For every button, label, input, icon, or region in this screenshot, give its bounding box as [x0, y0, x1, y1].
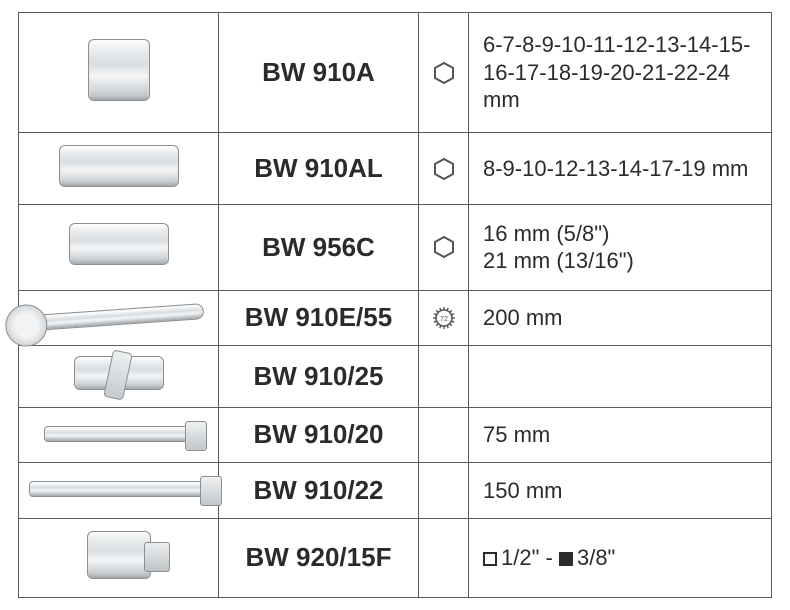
tool-glyph [87, 531, 151, 579]
table-row: BW 910A 6-7-8-9-10-11-12-13-14-15-16-17-1… [19, 13, 772, 133]
tool-glyph [33, 303, 204, 331]
product-code: BW 910/25 [219, 346, 419, 408]
spec-cell: 200 mm [469, 290, 772, 345]
tool-glyph [88, 39, 150, 101]
table-row: BW 956C 16 mm (5/8")21 mm (13/16") [19, 205, 772, 291]
table-row: BW 920/15F 1/2" - 3/8" [19, 518, 772, 597]
table-row: BW 910/25 [19, 346, 772, 408]
spec-cell: 6-7-8-9-10-11-12-13-14-15-16-17-18-19-20… [469, 13, 772, 133]
tool-glyph [29, 481, 209, 497]
drive-symbol [419, 346, 469, 408]
tool-image-cell [19, 463, 219, 518]
tool-image-cell [19, 13, 219, 133]
tool-glyph [59, 145, 179, 187]
drive-symbol [419, 407, 469, 462]
product-code: BW 910AL [219, 133, 419, 205]
drive-symbol [419, 13, 469, 133]
product-code: BW 910/22 [219, 463, 419, 518]
tool-image-cell [19, 290, 219, 345]
tool-glyph [69, 223, 169, 265]
product-code: BW 910A [219, 13, 419, 133]
spec-cell: 16 mm (5/8")21 mm (13/16") [469, 205, 772, 291]
drive-size-open: 1/2" [501, 545, 539, 570]
table-row: BW 910AL 8-9-10-12-13-14-17-19 mm [19, 133, 772, 205]
product-code: BW 956C [219, 205, 419, 291]
square-open-icon [483, 552, 497, 566]
spec-cell: 1/2" - 3/8" [469, 518, 772, 597]
tool-glyph [44, 426, 194, 442]
table-row: BW 910/22 150 mm [19, 463, 772, 518]
drive-symbol [419, 133, 469, 205]
drive-sep: - [539, 545, 559, 570]
spec-cell: 8-9-10-12-13-14-17-19 mm [469, 133, 772, 205]
tool-image-cell [19, 346, 219, 408]
spec-cell [469, 346, 772, 408]
product-code: BW 910E/55 [219, 290, 419, 345]
drive-symbol [419, 205, 469, 291]
product-code: BW 920/15F [219, 518, 419, 597]
drive-symbol [419, 463, 469, 518]
drive-symbol [419, 518, 469, 597]
tool-image-cell [19, 407, 219, 462]
tool-glyph [74, 356, 164, 390]
drive-symbol: 72 [419, 290, 469, 345]
tool-image-cell [19, 518, 219, 597]
tool-image-cell [19, 133, 219, 205]
svg-text:72: 72 [440, 316, 448, 323]
product-code: BW 910/20 [219, 407, 419, 462]
drive-size-filled: 3/8" [577, 545, 615, 570]
table-row: BW 910/20 75 mm [19, 407, 772, 462]
table-row: BW 910E/55 72 200 mm [19, 290, 772, 345]
square-filled-icon [559, 552, 573, 566]
spec-cell: 75 mm [469, 407, 772, 462]
tool-spec-table: BW 910A 6-7-8-9-10-11-12-13-14-15-16-17-1… [18, 12, 772, 598]
tool-image-cell [19, 205, 219, 291]
spec-cell: 150 mm [469, 463, 772, 518]
